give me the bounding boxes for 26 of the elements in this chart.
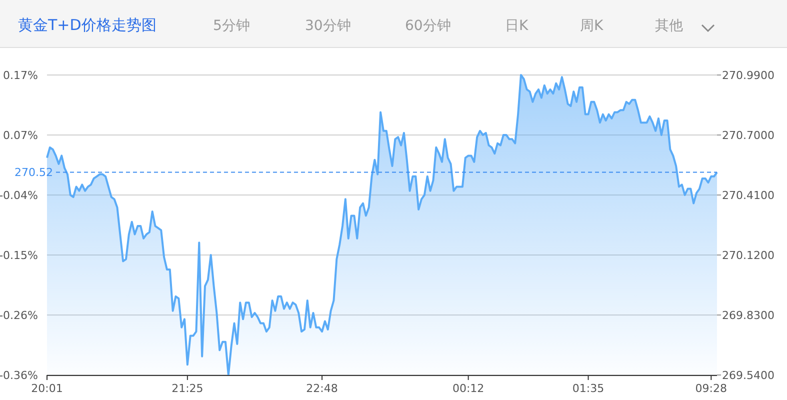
y-tick-label: 0.17% bbox=[3, 69, 38, 82]
y-tick-label: -0.04% bbox=[0, 189, 38, 202]
text: 其他 bbox=[655, 18, 683, 34]
text: 30分钟 bbox=[305, 18, 351, 34]
y2-tick-label: 270.7000 bbox=[722, 129, 774, 142]
text: 5分钟 bbox=[213, 18, 250, 34]
text: 60分钟 bbox=[405, 18, 451, 34]
x-tick-label: 22:48 bbox=[306, 382, 338, 395]
x-tick-label: 20:01 bbox=[31, 382, 63, 395]
chart-title: 黄金T+D价格走势图 bbox=[18, 16, 156, 34]
ref-line-label: 270.52 bbox=[14, 166, 53, 180]
y-tick-label: 0.07% bbox=[3, 129, 38, 142]
y-tick-label: -0.36% bbox=[0, 369, 38, 382]
y2-tick-label: 270.1200 bbox=[722, 249, 774, 262]
y2-tick-label: 269.5400 bbox=[722, 369, 774, 382]
y-tick-label: -0.26% bbox=[0, 309, 38, 322]
y2-tick-label: 270.9900 bbox=[722, 69, 774, 82]
x-tick-label: 00:12 bbox=[452, 382, 484, 395]
x-tick-label: 01:35 bbox=[572, 382, 604, 395]
x-tick-label: 09:28 bbox=[695, 382, 727, 395]
text: 日K bbox=[505, 18, 529, 34]
x-tick-label: 21:25 bbox=[172, 382, 204, 395]
y-tick-label: -0.15% bbox=[0, 249, 38, 262]
y2-tick-label: 270.4100 bbox=[722, 189, 774, 202]
text: 周K bbox=[580, 18, 604, 34]
y2-tick-label: 269.8300 bbox=[722, 309, 774, 322]
